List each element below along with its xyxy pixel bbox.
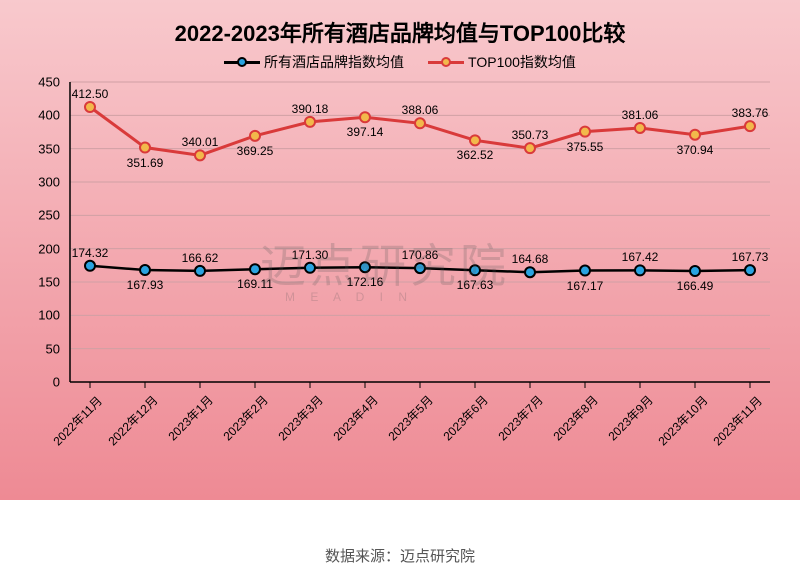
legend-label-series2: TOP100指数均值 — [468, 52, 576, 72]
legend-label-series1: 所有酒店品牌指数均值 — [264, 52, 404, 72]
y-tick-label: 50 — [20, 341, 60, 356]
data-label-series2: 381.06 — [622, 108, 659, 122]
data-label-series2: 412.50 — [72, 87, 109, 101]
x-tick-label: 2023年8月 — [549, 392, 602, 445]
x-tick-label: 2022年12月 — [104, 392, 161, 449]
data-label-series2: 362.52 — [457, 148, 494, 162]
data-label-series2: 370.94 — [677, 143, 714, 157]
data-source: 数据来源：迈点研究院 — [0, 545, 800, 566]
y-tick-label: 200 — [20, 241, 60, 256]
data-label-series1: 170.86 — [402, 248, 439, 262]
data-label-series1: 169.11 — [237, 277, 273, 291]
data-label-series2: 350.73 — [512, 128, 549, 142]
data-label-series1: 167.17 — [567, 279, 604, 293]
x-tick-label: 2023年3月 — [274, 392, 327, 445]
legend: 所有酒店品牌指数均值 TOP100指数均值 — [0, 52, 800, 72]
chart-title: 2022-2023年所有酒店品牌均值与TOP100比较 — [0, 16, 800, 48]
data-label-series2: 383.76 — [732, 106, 769, 120]
data-label-series1: 166.49 — [677, 279, 714, 293]
y-tick-label: 0 — [20, 375, 60, 390]
data-lines — [70, 82, 770, 382]
y-tick-label: 100 — [20, 308, 60, 323]
y-tick-label: 150 — [20, 275, 60, 290]
y-tick-label: 350 — [20, 141, 60, 156]
data-label-series1: 167.73 — [732, 250, 769, 264]
x-tick-label: 2023年6月 — [439, 392, 492, 445]
data-label-series2: 351.69 — [127, 156, 164, 170]
x-tick-label: 2023年4月 — [329, 392, 382, 445]
y-tick-label: 450 — [20, 75, 60, 90]
x-tick-label: 2023年1月 — [164, 392, 217, 445]
x-tick-label: 2023年11月 — [709, 392, 766, 449]
x-tick-label: 2023年7月 — [494, 392, 547, 445]
data-label-series1: 174.32 — [72, 246, 109, 260]
data-label-series2: 390.18 — [292, 102, 329, 116]
legend-line-series1 — [224, 61, 260, 64]
chart-container: 2022-2023年所有酒店品牌均值与TOP100比较 所有酒店品牌指数均值 T… — [0, 0, 800, 500]
data-label-series1: 167.93 — [127, 278, 164, 292]
y-tick-label: 400 — [20, 108, 60, 123]
legend-line-series2 — [428, 61, 464, 64]
plot-area: 0501001502002503003504004502022年11月2022年… — [70, 82, 770, 382]
data-label-series1: 164.68 — [512, 252, 549, 266]
data-label-series1: 167.63 — [457, 278, 494, 292]
legend-item-series1: 所有酒店品牌指数均值 — [224, 52, 404, 72]
data-label-series1: 166.62 — [182, 251, 219, 265]
data-label-series2: 340.01 — [182, 135, 219, 149]
data-label-series2: 375.55 — [567, 140, 604, 154]
data-label-series2: 369.25 — [237, 144, 274, 158]
data-label-series1: 171.30 — [292, 248, 329, 262]
data-label-series1: 172.16 — [347, 275, 384, 289]
data-label-series1: 167.42 — [622, 250, 659, 264]
x-tick-label: 2023年5月 — [384, 392, 437, 445]
x-tick-label: 2023年10月 — [654, 392, 711, 449]
legend-marker-series1 — [237, 57, 247, 67]
x-tick-label: 2022年11月 — [49, 392, 106, 449]
data-label-series2: 388.06 — [402, 103, 439, 117]
data-label-series2: 397.14 — [347, 125, 384, 139]
y-tick-label: 250 — [20, 208, 60, 223]
legend-item-series2: TOP100指数均值 — [428, 52, 576, 72]
legend-marker-series2 — [441, 57, 451, 67]
y-tick-label: 300 — [20, 175, 60, 190]
x-tick-label: 2023年2月 — [219, 392, 272, 445]
x-tick-label: 2023年9月 — [604, 392, 657, 445]
